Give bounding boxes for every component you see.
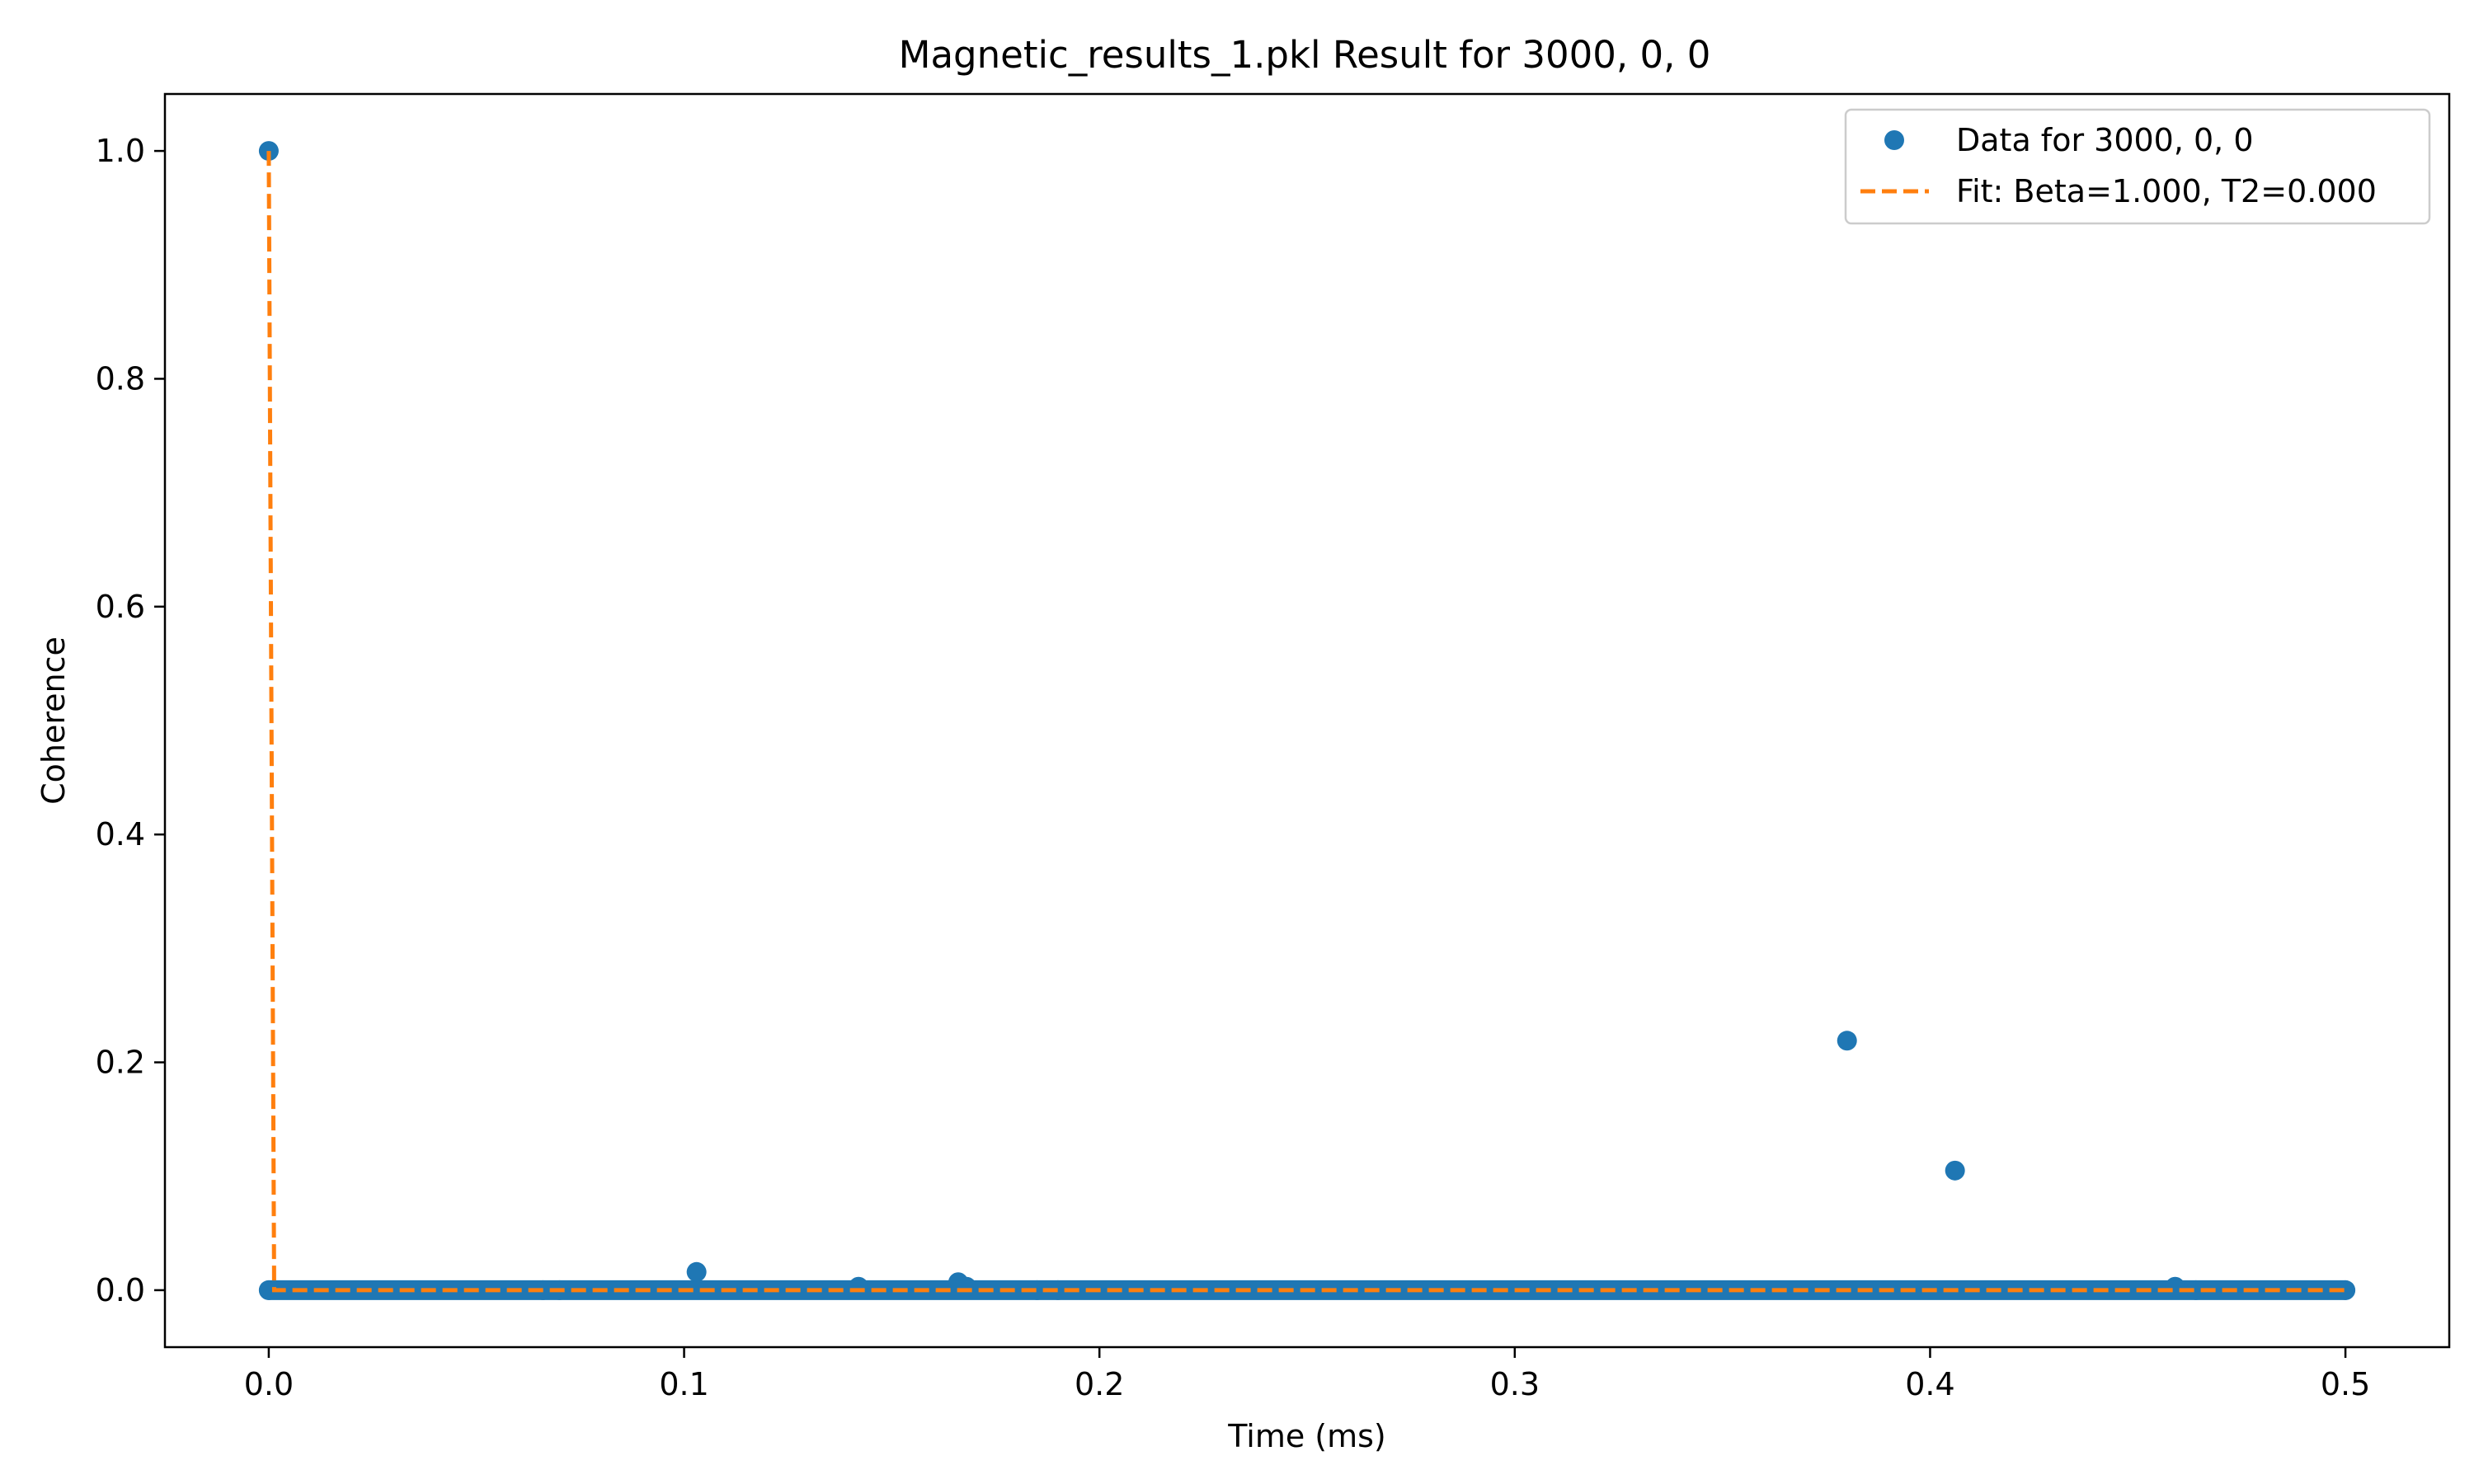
data-point <box>1945 1160 1965 1181</box>
data-point <box>957 1276 977 1297</box>
data-point <box>2335 1280 2356 1300</box>
x-tick-label: 0.0 <box>244 1366 294 1402</box>
y-tick-label: 0.8 <box>96 360 145 397</box>
legend-marker-data <box>1884 130 1904 150</box>
x-tick-label: 0.1 <box>659 1366 708 1402</box>
legend-entry-fit: Fit: Beta=1.000, T2=0.000 <box>1956 173 2377 209</box>
data-point <box>849 1276 869 1297</box>
plot-marks <box>258 141 2356 1300</box>
y-tick-label: 0.0 <box>96 1272 145 1308</box>
legend-frame <box>1844 108 2431 225</box>
y-tick-label: 0.4 <box>96 816 145 852</box>
chart-title: Magnetic_results_1.pkl Result for 3000, … <box>899 33 1711 77</box>
data-point <box>686 1261 707 1282</box>
legend: Data for 3000, 0, 0 Fit: Beta=1.000, T2=… <box>1844 108 2431 225</box>
y-tick-label: 0.2 <box>96 1045 145 1081</box>
x-tick-label: 0.4 <box>1905 1366 1954 1402</box>
data-point <box>1047 1280 1068 1300</box>
data-point <box>1837 1031 1857 1051</box>
x-tick-label: 0.3 <box>1490 1366 1540 1402</box>
y-tick-label: 1.0 <box>96 133 145 169</box>
plot-frame <box>163 92 2451 1349</box>
x-axis-label: Time (ms) <box>1227 1418 1386 1454</box>
data-point <box>1027 1280 1047 1300</box>
data-point <box>2185 1280 2206 1300</box>
y-axis: 0.0 0.2 0.4 0.6 0.8 1.0 <box>96 133 165 1308</box>
x-tick-label: 0.5 <box>2321 1366 2370 1402</box>
fit-line <box>266 151 2346 1293</box>
x-axis: 0.0 0.1 0.2 0.3 0.4 0.5 <box>244 1347 2370 1402</box>
y-tick-label: 0.6 <box>96 589 145 625</box>
legend-entry-data: Data for 3000, 0, 0 <box>1956 122 2254 158</box>
data-point <box>258 1280 279 1300</box>
y-axis-label: Coherence <box>35 636 72 805</box>
x-tick-label: 0.2 <box>1075 1366 1124 1402</box>
data-point <box>2165 1276 2185 1297</box>
